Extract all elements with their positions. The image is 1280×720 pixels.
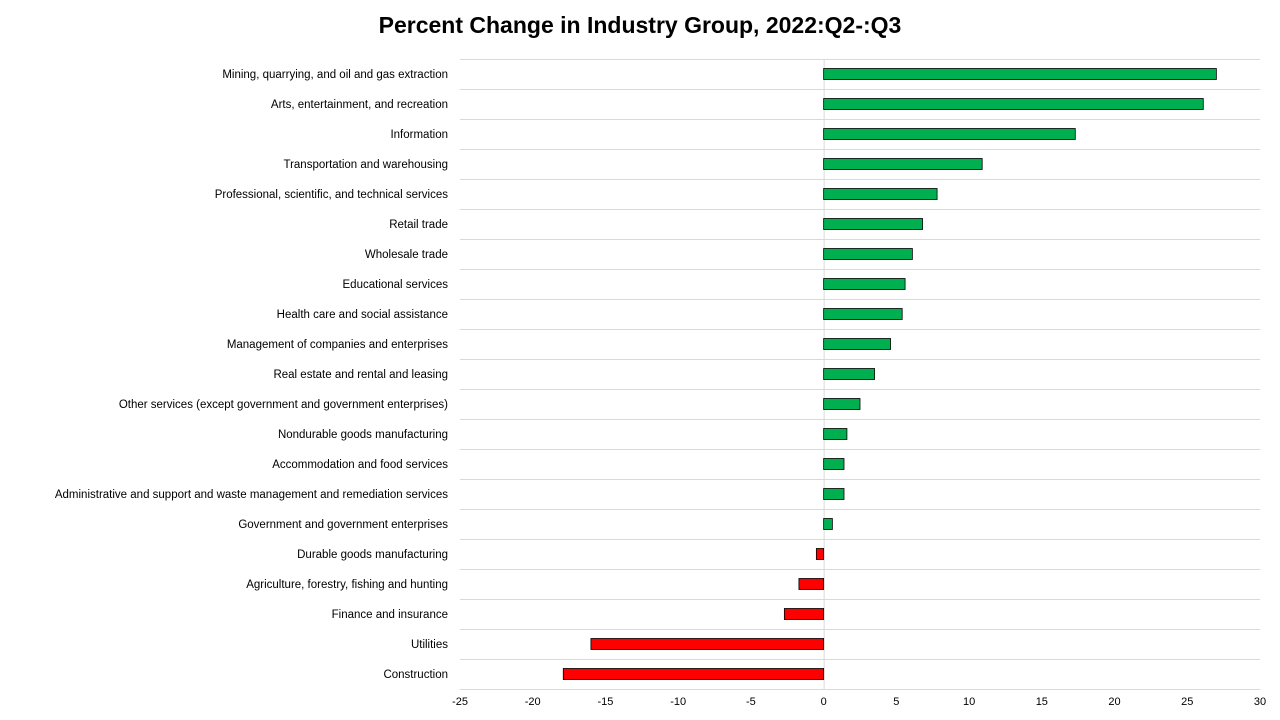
- category-label: Other services (except government and go…: [119, 399, 448, 411]
- bar: [823, 518, 833, 530]
- category-label: Accommodation and food services: [272, 459, 448, 471]
- category-label: Retail trade: [389, 219, 448, 231]
- bar: [823, 98, 1204, 110]
- bar: [823, 308, 903, 320]
- x-tick-label: -15: [598, 696, 614, 708]
- bar: [798, 578, 825, 590]
- category-label: Arts, entertainment, and recreation: [271, 99, 448, 111]
- category-label: Mining, quarrying, and oil and gas extra…: [222, 69, 448, 81]
- x-axis-ticks: -25 -20 -15 -10 -5 0 5 10 15 20 25 30: [452, 696, 1266, 708]
- bar: [823, 398, 861, 410]
- bar: [823, 128, 1076, 140]
- category-label: Agriculture, forestry, fishing and hunti…: [246, 579, 448, 591]
- bar: [590, 638, 825, 650]
- bar: [823, 218, 923, 230]
- bar: [823, 188, 938, 200]
- category-label: Information: [390, 129, 448, 141]
- category-label: Finance and insurance: [332, 609, 448, 621]
- x-tick-label: 20: [1108, 696, 1120, 708]
- chart-title: Percent Change in Industry Group, 2022:Q…: [378, 12, 902, 38]
- bar: [823, 68, 1217, 80]
- category-label: Nondurable goods manufacturing: [278, 429, 448, 441]
- category-labels: Mining, quarrying, and oil and gas extra…: [55, 69, 448, 681]
- category-label: Administrative and support and waste man…: [55, 489, 448, 501]
- x-tick-label: -20: [525, 696, 541, 708]
- bar: [823, 458, 845, 470]
- bar-layer: [562, 68, 1217, 680]
- x-tick-label: 25: [1181, 696, 1193, 708]
- bar: [815, 548, 825, 560]
- x-tick-label: 10: [963, 696, 975, 708]
- category-label: Government and government enterprises: [238, 519, 448, 531]
- bar: [823, 428, 848, 440]
- category-label: Professional, scientific, and technical …: [215, 189, 449, 201]
- category-label: Utilities: [411, 639, 448, 651]
- bar: [783, 608, 825, 620]
- category-label: Health care and social assistance: [277, 309, 448, 321]
- bar: [823, 278, 906, 290]
- bar: [823, 338, 891, 350]
- category-label: Durable goods manufacturing: [297, 549, 448, 561]
- bar: [823, 248, 913, 260]
- x-tick-label: 0: [821, 696, 827, 708]
- category-label: Construction: [383, 669, 448, 681]
- category-label: Transportation and warehousing: [283, 159, 448, 171]
- category-label: Educational services: [343, 279, 449, 291]
- x-tick-label: -25: [452, 696, 468, 708]
- bar: [562, 668, 825, 680]
- x-tick-label: -5: [746, 696, 756, 708]
- x-tick-label: -10: [670, 696, 686, 708]
- x-tick-label: 30: [1254, 696, 1266, 708]
- grid-layer: [460, 59, 1260, 690]
- category-label: Management of companies and enterprises: [227, 339, 448, 351]
- category-label: Real estate and rental and leasing: [273, 369, 448, 381]
- bar: [823, 488, 845, 500]
- x-tick-label: 15: [1036, 696, 1048, 708]
- x-tick-label: 5: [893, 696, 899, 708]
- bar: [823, 158, 983, 170]
- bar: [823, 368, 875, 380]
- category-label: Wholesale trade: [365, 249, 448, 261]
